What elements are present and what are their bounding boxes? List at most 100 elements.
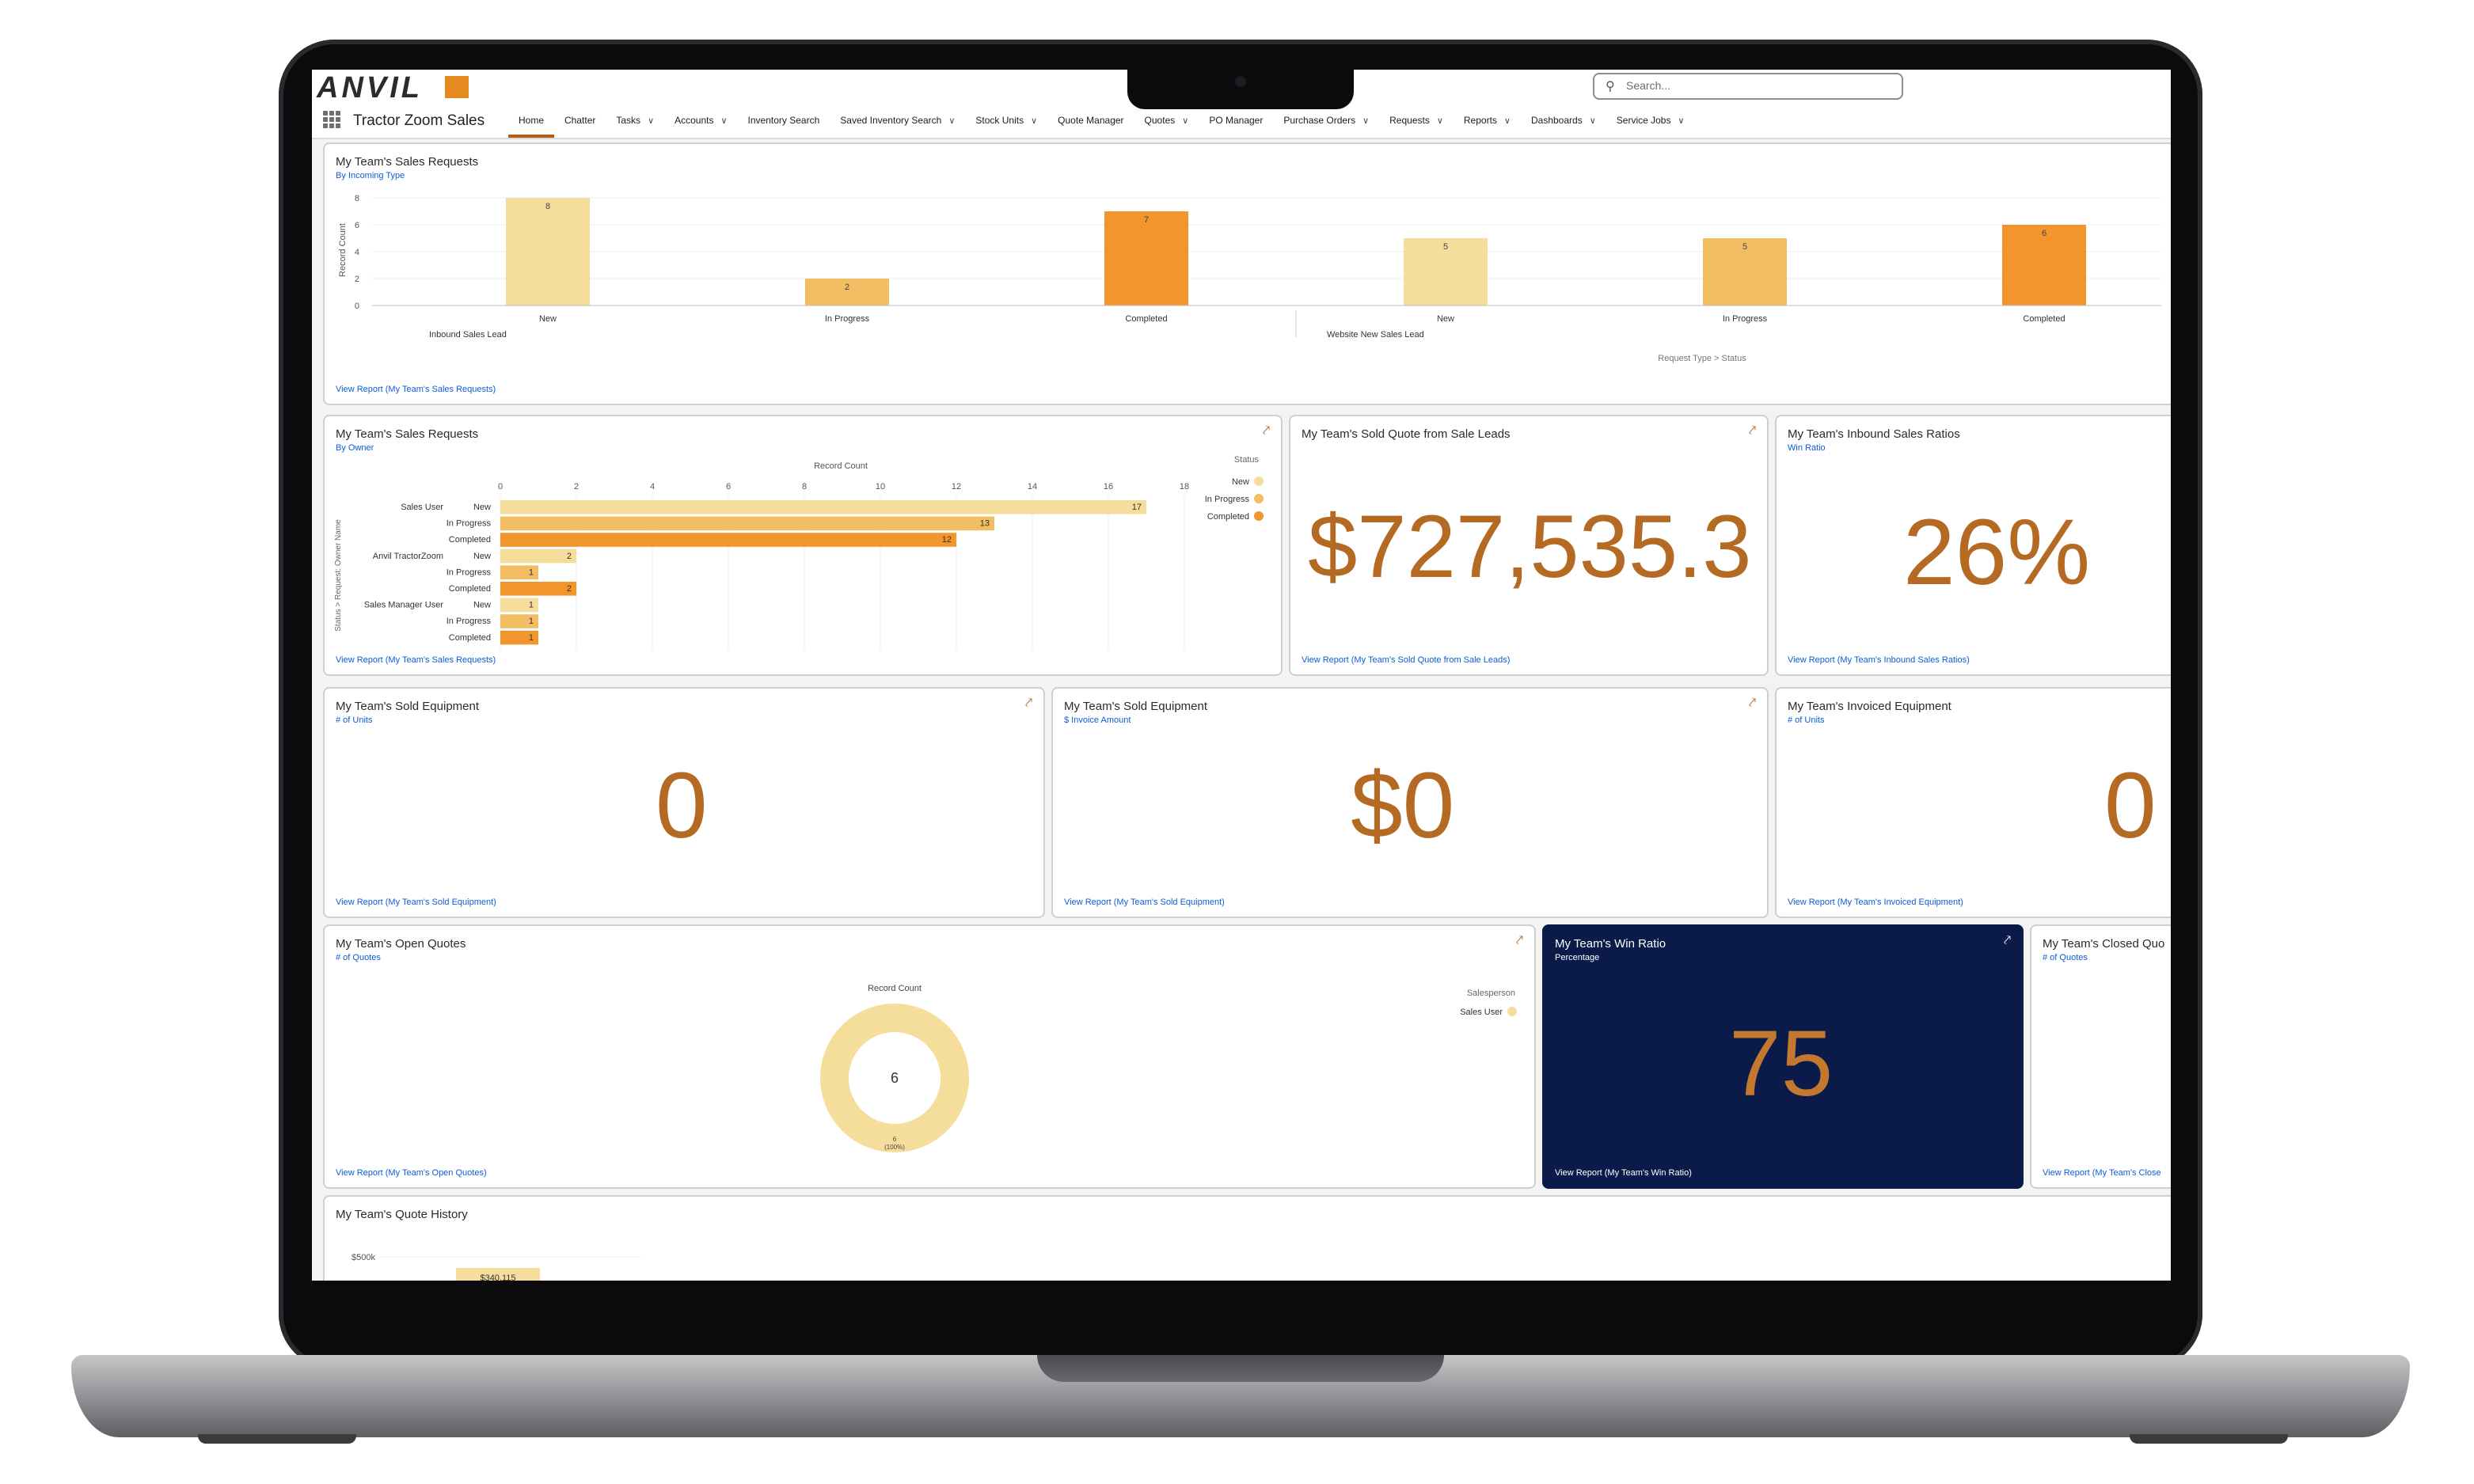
tab-label: Inventory Search — [747, 115, 820, 126]
anvil-logo[interactable]: ANVIL — [317, 71, 423, 104]
bar — [500, 582, 576, 596]
tab-dashboards[interactable]: Dashboards ∨ — [1521, 104, 1606, 138]
data-label: 1 — [529, 567, 534, 577]
view-report-link[interactable]: View Report (My Team's Sold Equipment) — [1064, 898, 1225, 907]
card-subtitle[interactable]: # of Units — [336, 715, 373, 725]
tab-home[interactable]: Home — [508, 104, 555, 138]
view-report-link[interactable]: View Report (My Team's Invoiced Equipmen… — [1788, 898, 1963, 907]
tab-accounts[interactable]: Accounts ∨ — [664, 104, 737, 138]
view-report-link[interactable]: View Report (My Team's Close — [2043, 1168, 2161, 1178]
card-subtitle[interactable]: By Incoming Type — [336, 171, 405, 180]
owner-label: Anvil TractorZoom — [373, 552, 443, 561]
x-axis-label: Record Count — [814, 461, 868, 471]
tab-label: PO Manager — [1209, 115, 1264, 126]
card-subtitle[interactable]: # of Quotes — [2043, 953, 2088, 962]
laptop-foot-right — [2130, 1434, 2288, 1444]
card-title: My Team's Sold Quote from Sale Leads — [1302, 427, 1511, 441]
card-subtitle[interactable]: Win Ratio — [1788, 443, 1826, 453]
tab-label: Quotes — [1144, 115, 1176, 126]
tab-saved-inventory-search[interactable]: Saved Inventory Search ∨ — [830, 104, 965, 138]
x-tick-label: Completed — [1125, 314, 1167, 324]
view-report-link[interactable]: View Report (My Team's Open Quotes) — [336, 1168, 487, 1178]
chevron-down-icon[interactable]: ∨ — [1589, 116, 1596, 126]
card-quote-history: My Team's Quote History $500k $340,115 — [323, 1195, 2171, 1281]
card-subtitle[interactable]: # of Quotes — [336, 953, 381, 962]
card-sold-quote: My Team's Sold Quote from Sale Leads ⤤ $… — [1289, 415, 1769, 676]
tab-service-jobs[interactable]: Service Jobs ∨ — [1606, 104, 1695, 138]
view-report-link[interactable]: View Report (My Team's Sold Quote from S… — [1302, 655, 1511, 665]
nav-tabs: Home Chatter Tasks ∨ Accounts ∨ Inventory Sear… — [508, 104, 1695, 138]
tab-requests[interactable]: Requests ∨ — [1379, 104, 1454, 138]
y-tick-label: Completed — [449, 535, 491, 545]
tab-chatter[interactable]: Chatter — [554, 104, 606, 138]
y-tick-label: 0 — [355, 302, 359, 311]
expand-icon[interactable]: ⤤ — [1748, 424, 1756, 438]
metric-value: $727,535.3 — [1308, 497, 1752, 596]
legend-swatch — [1254, 511, 1264, 521]
owner-label: Sales User — [401, 503, 443, 512]
card-subtitle[interactable]: $ Invoice Amount — [1064, 715, 1131, 725]
tab-purchase-orders[interactable]: Purchase Orders ∨ — [1273, 104, 1379, 138]
bar — [456, 1268, 540, 1281]
expand-icon[interactable]: ⤤ — [1748, 696, 1756, 710]
tab-inventory-search[interactable]: Inventory Search — [738, 104, 830, 138]
x-tick-label: 18 — [1180, 482, 1189, 492]
card-title: My Team's Invoiced Equipment — [1788, 700, 1951, 713]
app-launcher-icon[interactable] — [323, 111, 340, 128]
chevron-down-icon[interactable]: ∨ — [1031, 116, 1038, 126]
chevron-down-icon[interactable]: ∨ — [1362, 116, 1370, 126]
tab-label: Chatter — [564, 115, 596, 126]
tab-quotes[interactable]: Quotes ∨ — [1134, 104, 1199, 138]
legend-swatch — [1507, 1007, 1517, 1016]
x-tick-label: 14 — [1028, 482, 1037, 492]
card-subtitle[interactable]: By Owner — [336, 443, 374, 453]
y-tick-label: In Progress — [447, 617, 492, 626]
camera-icon — [1235, 76, 1246, 87]
tab-label: Dashboards — [1530, 115, 1583, 126]
donut-total: 6 — [891, 1070, 899, 1086]
card-subtitle: Percentage — [1555, 953, 1600, 962]
card-subtitle[interactable]: # of Units — [1788, 715, 1825, 725]
x-tick-label: 8 — [802, 482, 807, 492]
bar — [1703, 238, 1787, 306]
x-tick-label: New — [1437, 314, 1454, 324]
tab-reports[interactable]: Reports ∨ — [1454, 104, 1521, 138]
view-report-link[interactable]: View Report (My Team's Inbound Sales Rat… — [1788, 655, 1970, 665]
chevron-down-icon[interactable]: ∨ — [1503, 116, 1511, 126]
expand-icon[interactable]: ⤤ — [1024, 696, 1032, 710]
bar — [1104, 211, 1188, 306]
tab-label: Tasks — [616, 115, 641, 126]
chevron-down-icon[interactable]: ∨ — [720, 116, 728, 126]
chart-title: Record Count — [868, 984, 922, 993]
y-axis-label: Status > Request: Owner Name — [334, 519, 343, 632]
metric-value: $0 — [1351, 753, 1455, 858]
x-tick-label: Completed — [2023, 314, 2065, 324]
chevron-down-icon[interactable]: ∨ — [948, 116, 956, 126]
x-tick-label: In Progress — [825, 314, 870, 324]
view-report-link[interactable]: View Report (My Team's Sold Equipment) — [336, 898, 496, 907]
expand-icon[interactable]: ⤤ — [1515, 934, 1523, 947]
global-search-input[interactable]: ⚲ Search... — [1593, 73, 1903, 100]
slice-pct-label: (100%) — [884, 1144, 905, 1151]
chevron-down-icon[interactable]: ∨ — [1182, 116, 1189, 126]
card-sold-equipment-amount: My Team's Sold Equipment $ Invoice Amoun… — [1051, 687, 1769, 918]
tab-quote-manager[interactable]: Quote Manager — [1047, 104, 1134, 138]
card-closed-quotes: My Team's Closed Quo # of Quotes View Re… — [2030, 924, 2171, 1189]
y-tick-label: In Progress — [447, 567, 492, 577]
chevron-down-icon[interactable]: ∨ — [1436, 116, 1443, 126]
tab-stock-units[interactable]: Stock Units ∨ — [965, 104, 1047, 138]
view-report-link[interactable]: View Report (My Team's Sales Requests) — [336, 385, 496, 394]
view-report-link[interactable]: View Report (My Team's Win Ratio) — [1555, 1168, 1692, 1178]
chevron-down-icon[interactable]: ∨ — [648, 116, 655, 126]
tab-tasks[interactable]: Tasks ∨ — [606, 104, 664, 138]
chevron-down-icon[interactable]: ∨ — [1678, 116, 1685, 126]
view-report-link[interactable]: View Report (My Team's Sales Requests) — [336, 655, 496, 665]
data-label: 2 — [567, 552, 572, 561]
bar — [2002, 225, 2086, 306]
tab-po-manager[interactable]: PO Manager — [1199, 104, 1273, 138]
metric-value: 0 — [656, 753, 708, 858]
expand-icon[interactable]: ⤤ — [1262, 424, 1270, 438]
data-label: $340,115 — [480, 1273, 515, 1281]
bar — [500, 500, 1146, 514]
expand-icon[interactable]: ⤤ — [2003, 934, 2011, 947]
